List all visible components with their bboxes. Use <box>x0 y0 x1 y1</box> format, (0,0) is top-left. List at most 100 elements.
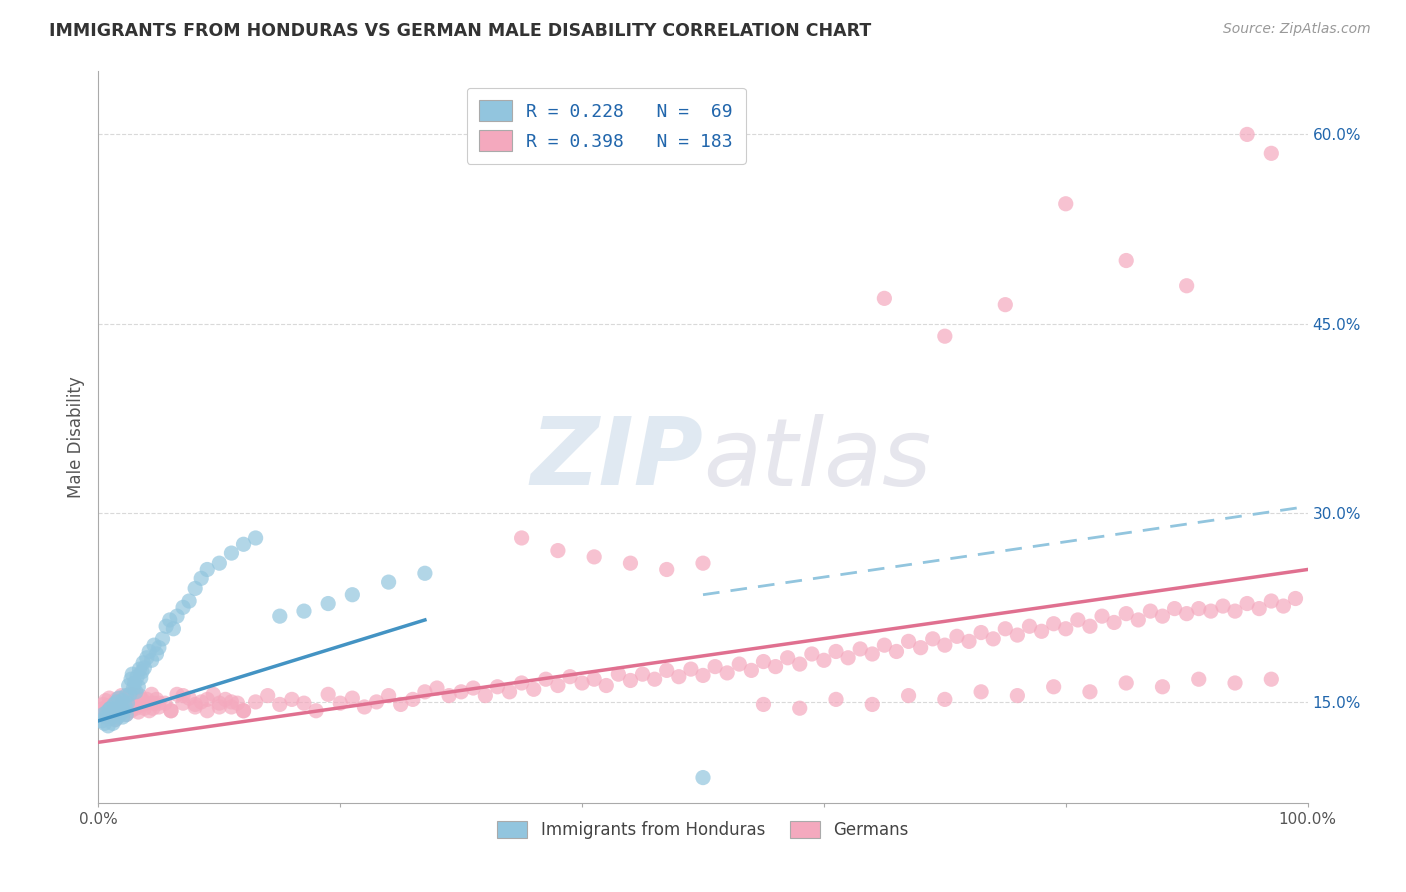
Point <box>607 667 630 681</box>
Point <box>946 629 969 643</box>
Point <box>716 665 738 680</box>
Point <box>825 692 848 706</box>
Point <box>413 685 436 699</box>
Point <box>679 662 702 676</box>
Point <box>112 704 135 718</box>
Point <box>132 656 155 670</box>
Point <box>1260 594 1282 608</box>
Point <box>692 556 714 570</box>
Point <box>91 714 114 728</box>
Point <box>1115 253 1137 268</box>
Point <box>1054 196 1077 211</box>
Point <box>226 696 249 710</box>
Point <box>849 642 872 657</box>
Point <box>108 691 131 706</box>
Point <box>860 698 883 712</box>
Point <box>120 672 142 686</box>
Point <box>256 689 278 703</box>
Point <box>134 701 156 715</box>
Point <box>221 546 243 560</box>
Point <box>195 692 218 706</box>
Point <box>789 701 811 715</box>
Point <box>886 644 908 658</box>
Point <box>98 702 121 716</box>
Point <box>114 698 136 713</box>
Point <box>970 625 993 640</box>
Point <box>134 661 156 675</box>
Point <box>1078 685 1101 699</box>
Point <box>547 679 569 693</box>
Point <box>190 571 212 585</box>
Point <box>121 687 143 701</box>
Point <box>118 696 141 710</box>
Y-axis label: Male Disability: Male Disability <box>66 376 84 498</box>
Point <box>800 647 823 661</box>
Point <box>141 687 163 701</box>
Point <box>160 704 183 718</box>
Point <box>292 604 315 618</box>
Point <box>172 689 194 703</box>
Point <box>232 704 254 718</box>
Point <box>127 680 149 694</box>
Point <box>644 672 666 686</box>
Point <box>100 700 122 714</box>
Point <box>668 670 690 684</box>
Point <box>329 696 352 710</box>
Point <box>232 537 254 551</box>
Point <box>558 670 581 684</box>
Point <box>583 549 606 564</box>
Point <box>1152 609 1174 624</box>
Point <box>104 713 127 727</box>
Point <box>1128 613 1150 627</box>
Point <box>1007 628 1029 642</box>
Point <box>118 679 141 693</box>
Point <box>377 689 399 703</box>
Point <box>1102 615 1125 630</box>
Point <box>245 695 267 709</box>
Point <box>135 692 157 706</box>
Text: atlas: atlas <box>703 414 931 505</box>
Point <box>377 575 399 590</box>
Point <box>1212 599 1234 613</box>
Point <box>96 705 118 719</box>
Point <box>1078 619 1101 633</box>
Point <box>114 698 136 713</box>
Point <box>547 543 569 558</box>
Point <box>121 667 143 681</box>
Point <box>342 691 364 706</box>
Point <box>117 696 139 710</box>
Point <box>413 566 436 581</box>
Point <box>124 692 146 706</box>
Point <box>107 710 129 724</box>
Point <box>131 692 153 706</box>
Point <box>91 705 114 719</box>
Point <box>94 710 117 724</box>
Point <box>108 705 131 719</box>
Point <box>316 687 339 701</box>
Point <box>94 710 117 724</box>
Point <box>91 707 114 722</box>
Point <box>118 700 141 714</box>
Point <box>103 706 125 721</box>
Point <box>728 657 751 671</box>
Point <box>292 696 315 710</box>
Point <box>1163 601 1185 615</box>
Point <box>108 704 131 718</box>
Point <box>873 638 896 652</box>
Point <box>208 696 231 710</box>
Point <box>692 668 714 682</box>
Point <box>195 704 218 718</box>
Point <box>534 672 557 686</box>
Point <box>1018 619 1040 633</box>
Point <box>115 689 138 703</box>
Point <box>125 685 148 699</box>
Point <box>195 562 218 576</box>
Point <box>184 700 207 714</box>
Point <box>897 689 920 703</box>
Point <box>148 696 170 710</box>
Point <box>122 681 145 695</box>
Point <box>145 647 167 661</box>
Point <box>1067 613 1090 627</box>
Point <box>1007 689 1029 703</box>
Point <box>145 692 167 706</box>
